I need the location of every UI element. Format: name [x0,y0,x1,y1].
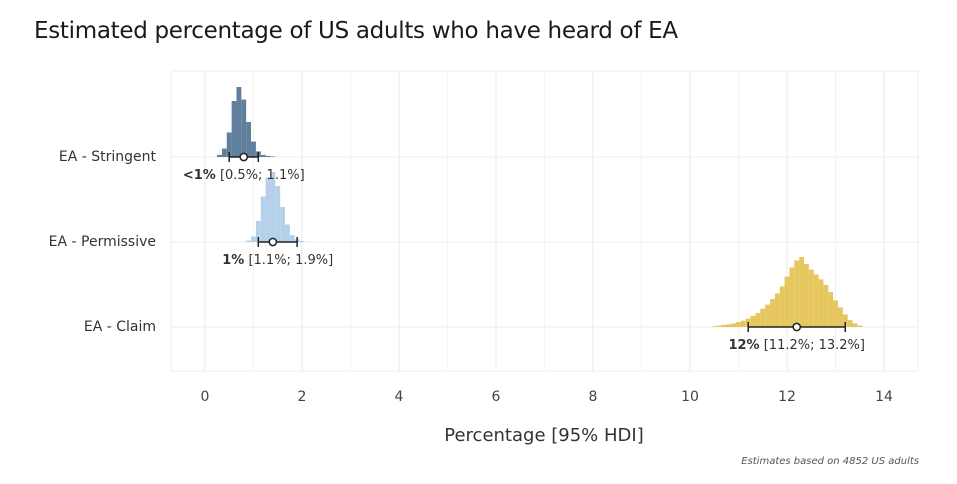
histogram-bar [716,325,722,327]
point-estimate-marker [239,152,249,162]
histogram-bar [260,196,266,242]
estimate-label: <1% [0.5%; 1.1%] [183,168,305,183]
histogram-bar [236,87,242,157]
histogram-bar [770,299,775,327]
x-tick-label: 4 [395,389,404,405]
histogram-bar [750,315,756,327]
histogram-bar [833,300,838,327]
histogram-bar [289,235,295,242]
histogram-bar [804,264,809,327]
histogram-bar [260,154,266,157]
histogram-bar [246,240,252,242]
histogram-bar [711,326,717,327]
histogram-bar [265,177,271,242]
histogram-bar [280,207,285,242]
x-tick-label: 8 [589,389,598,405]
histogram-bar [251,141,256,157]
histogram-bar [251,236,256,242]
histogram-bar [774,293,780,327]
histogram-bar [784,276,790,327]
histogram-bar [284,224,290,242]
estimate-value: 12% [728,338,759,353]
x-tick-label: 12 [778,389,796,405]
histogram-bar [837,307,843,327]
estimate-hdi: [1.1%; 1.9%] [244,253,333,268]
x-axis-title: Percentage [95% HDI] [444,425,643,446]
category-label: EA - Stringent [59,149,157,165]
x-tick-label: 10 [681,389,699,405]
histogram-bar [299,240,305,242]
estimate-value: 1% [222,253,244,268]
histogram-bar [275,186,281,242]
point-estimate-marker [268,237,278,247]
histogram-bar [226,132,232,157]
histogram-bar [221,148,227,157]
histogram-bar [755,313,761,327]
estimate-hdi: [0.5%; 1.1%] [216,168,305,183]
histogram-bar [255,221,261,242]
histogram-bar [731,323,737,327]
histogram-bar [857,325,863,327]
chart-title: Estimated percentage of US adults who ha… [34,18,678,44]
histogram-bar [231,101,237,157]
histogram-bar [265,155,271,157]
posterior-histogram [217,87,276,157]
estimate-label: 1% [1.1%; 1.9%] [222,253,333,268]
histogram-bar [808,269,814,327]
histogram-bar [842,314,848,327]
estimate-hdi: [11.2%; 13.2%] [760,338,865,353]
x-tick-label: 2 [298,389,307,405]
histogram-bar [828,292,834,327]
point-estimate-marker [792,322,802,332]
histogram-bar [721,324,727,327]
histogram-bar [765,304,771,327]
histogram-bar [799,257,805,327]
histogram-bar [760,308,766,327]
histogram-bar [270,172,276,242]
x-tick-label: 6 [492,389,501,405]
histogram-bar [270,156,276,157]
posterior-histogram [711,257,863,327]
chart-caption: Estimates based on 4852 US adults [741,456,919,467]
category-label: EA - Claim [84,319,156,335]
category-label: EA - Permissive [49,234,156,250]
histogram-bar [736,322,741,327]
histogram-bar [794,260,800,327]
histogram-bar [847,320,853,327]
histogram-bar [217,154,222,157]
x-tick-label: 0 [200,389,209,405]
histogram-bar [740,320,746,327]
estimate-label: 12% [11.2%; 13.2%] [728,338,865,353]
histogram-bar [726,324,732,327]
histogram-bar [813,274,819,327]
x-tick-label: 14 [875,389,893,405]
estimate-value: <1% [183,168,216,183]
histogram-bar [789,267,795,327]
histogram-bar [779,286,785,327]
histogram-bar [818,279,824,327]
histogram-bar [823,285,829,327]
histogram-bar [852,323,858,327]
histogram-bar [241,99,247,157]
histogram-bar [246,122,252,157]
